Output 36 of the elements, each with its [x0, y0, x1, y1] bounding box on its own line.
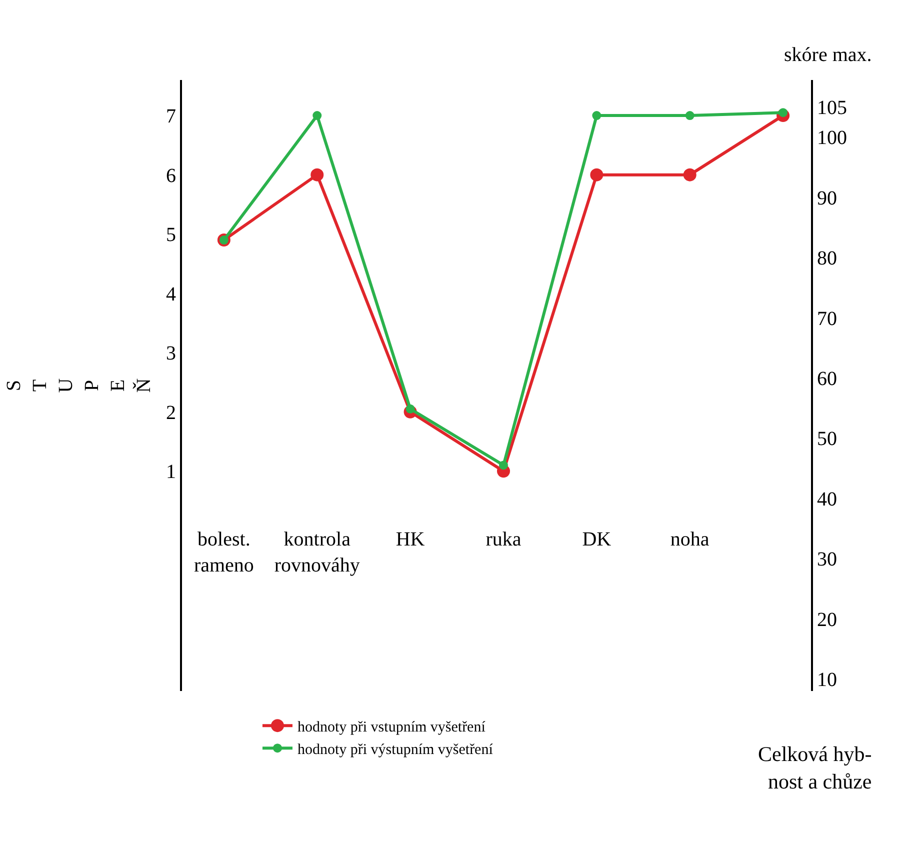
y2-tick-label: 80: [817, 248, 837, 270]
y2-tick-label: 50: [817, 428, 837, 450]
legend-label: hodnoty při vstupním vyšetření: [297, 719, 486, 736]
x-tick-label: bolest. rameno: [194, 528, 254, 576]
x-tick-label: DK: [582, 528, 612, 550]
point: [498, 460, 508, 470]
y-tick-label: 2: [166, 402, 176, 424]
y-tick-label: 7: [166, 106, 176, 128]
point: [683, 168, 696, 182]
point: [685, 111, 694, 120]
y2-tick-label: 30: [817, 548, 837, 571]
x-tick-label: HK: [396, 528, 426, 550]
y-tick-label: 1: [166, 461, 176, 484]
y-tick-label: 6: [166, 164, 176, 187]
y-tick-label: 4: [166, 283, 176, 306]
point: [310, 168, 324, 182]
point: [590, 168, 604, 182]
y2-axis-title: skóre max.: [784, 44, 872, 66]
point: [592, 111, 602, 120]
y2-tick-label: 70: [817, 308, 837, 330]
y2-tick-label: 60: [817, 368, 837, 390]
text: Celková hyb- nost a chůze: [758, 742, 872, 794]
y2-tick-label: 40: [817, 488, 837, 510]
x-tick-label: ruka: [486, 528, 522, 550]
point: [312, 111, 322, 120]
y-tick-label: 5: [166, 224, 176, 246]
y-tick-label: 3: [166, 342, 176, 365]
x-tick-label: kontrola rovnováhy: [274, 528, 360, 576]
y2-tick-label: 90: [817, 187, 837, 210]
y2-tick-label: 10: [817, 668, 837, 691]
y2-tick-label: 105: [817, 97, 847, 120]
y2-tick-label: 100: [817, 127, 847, 150]
x-tick-label: noha: [670, 528, 710, 550]
y-axis-title: STUPEŇ: [3, 378, 155, 393]
legend-label: hodnoty při výstupním vyšetření: [297, 742, 494, 758]
y2-tick-label: 20: [817, 608, 837, 631]
